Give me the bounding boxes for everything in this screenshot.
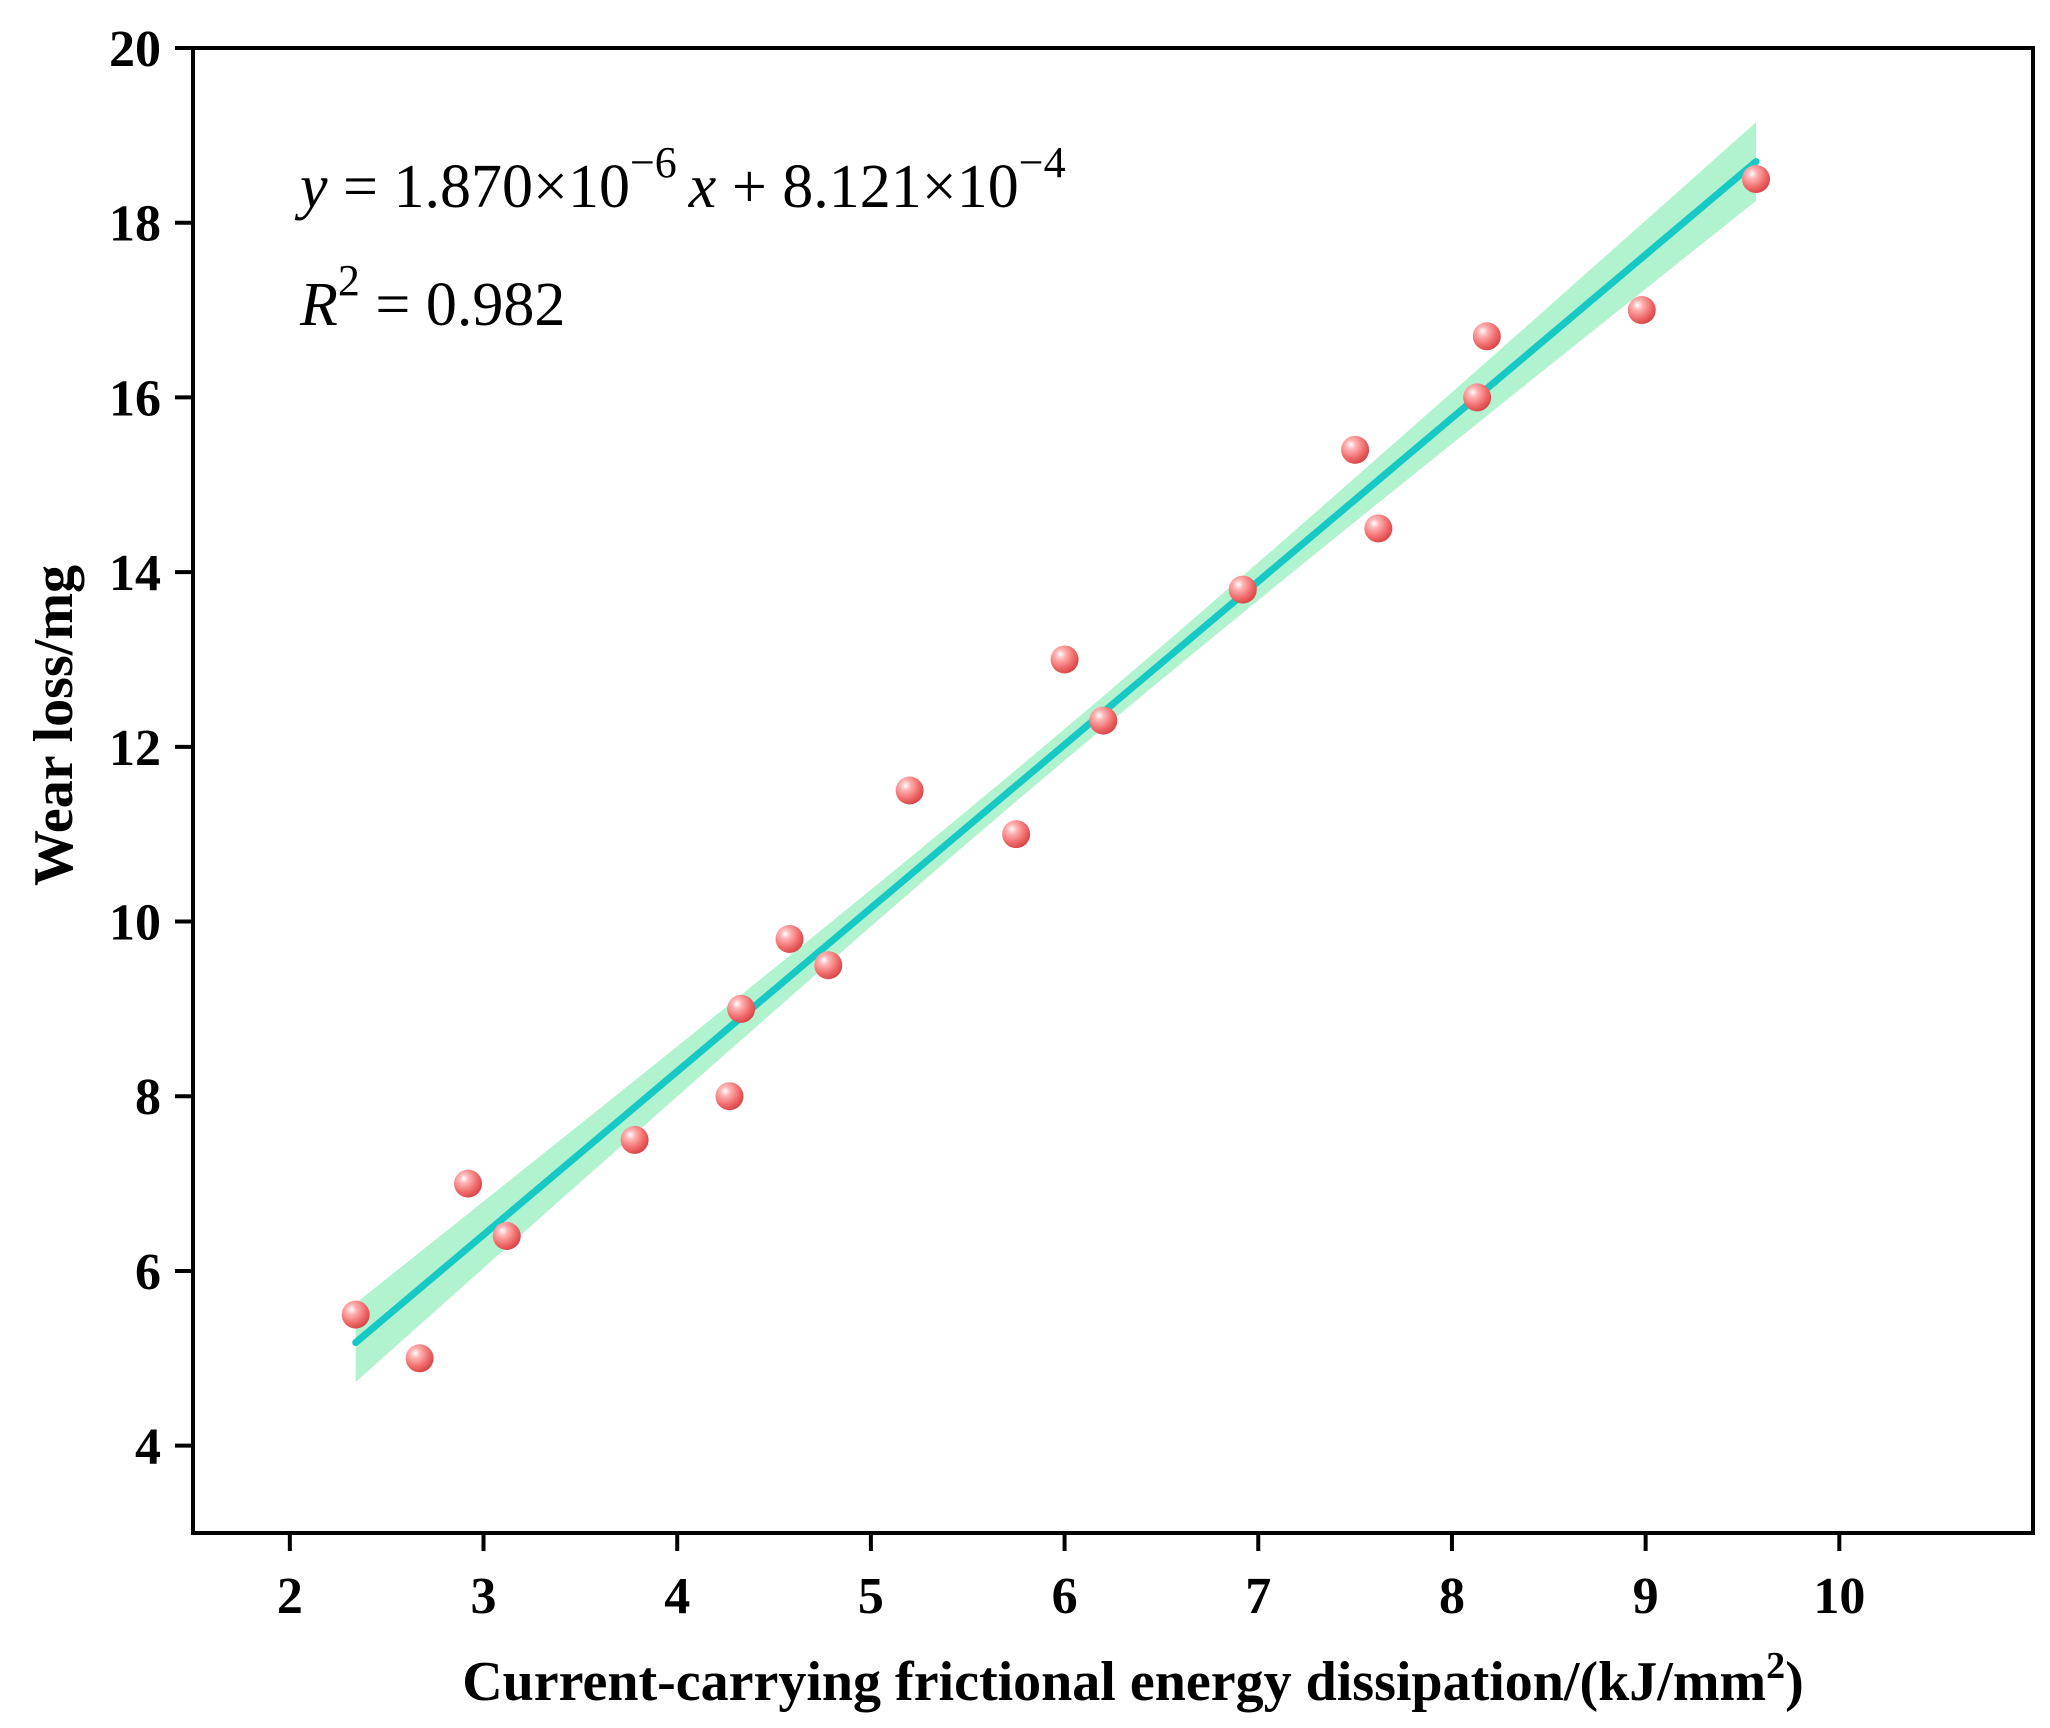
x-axis-title: Current-carrying frictional energy dissi… — [462, 1645, 1804, 1713]
data-point — [1742, 165, 1771, 194]
x-tick-label: 2 — [277, 1568, 303, 1625]
y-tick-label: 10 — [109, 895, 161, 952]
x-tick-label: 3 — [471, 1568, 497, 1625]
data-point — [341, 1300, 370, 1329]
x-tick-label: 4 — [664, 1568, 690, 1625]
data-point — [620, 1125, 649, 1154]
x-tick-label: 8 — [1439, 1568, 1465, 1625]
y-tick-label: 16 — [109, 370, 161, 427]
fit-line — [352, 158, 1760, 1347]
fit-line-layer — [352, 158, 1760, 1347]
x-tick-label: 9 — [1633, 1568, 1659, 1625]
data-point — [454, 1169, 483, 1198]
data-point — [1341, 435, 1370, 464]
data-point — [895, 776, 924, 805]
data-point — [492, 1222, 521, 1250]
y-axis-ticks: 4 6 8 10 12 14 16 18 20 — [109, 21, 193, 1476]
regression-equation: y = 1.870×10−6 x + 8.121×10−4 — [294, 138, 1066, 221]
y-tick-label: 20 — [109, 21, 161, 78]
y-axis-title: Wear loss/mg — [23, 565, 85, 886]
data-points-layer — [341, 165, 1771, 1373]
data-point — [1463, 383, 1492, 412]
data-point — [1472, 322, 1501, 351]
y-tick-label: 6 — [135, 1244, 161, 1301]
data-point — [1364, 514, 1393, 543]
y-tick-label: 4 — [135, 1419, 161, 1476]
data-point — [1627, 296, 1656, 325]
data-point — [727, 994, 756, 1023]
data-point — [1228, 575, 1257, 604]
data-point — [1050, 645, 1079, 674]
data-point — [1002, 820, 1031, 849]
data-point — [814, 951, 843, 980]
data-point — [775, 925, 804, 953]
x-tick-label: 5 — [858, 1568, 884, 1625]
plot-frame — [191, 46, 2035, 1535]
r-squared-label: R2 = 0.982 — [299, 256, 565, 339]
data-point — [405, 1344, 434, 1373]
x-tick-label: 10 — [1813, 1568, 1865, 1625]
y-tick-label: 12 — [109, 720, 161, 777]
x-tick-label: 7 — [1245, 1568, 1271, 1625]
x-tick-label: 6 — [1052, 1568, 1078, 1625]
y-tick-label: 8 — [135, 1069, 161, 1126]
y-tick-label: 14 — [109, 545, 161, 602]
y-tick-label: 18 — [109, 196, 161, 253]
data-point — [1089, 706, 1118, 735]
x-axis-ticks: 2 3 4 5 6 7 8 9 10 — [277, 1533, 1865, 1625]
data-point — [715, 1082, 744, 1111]
